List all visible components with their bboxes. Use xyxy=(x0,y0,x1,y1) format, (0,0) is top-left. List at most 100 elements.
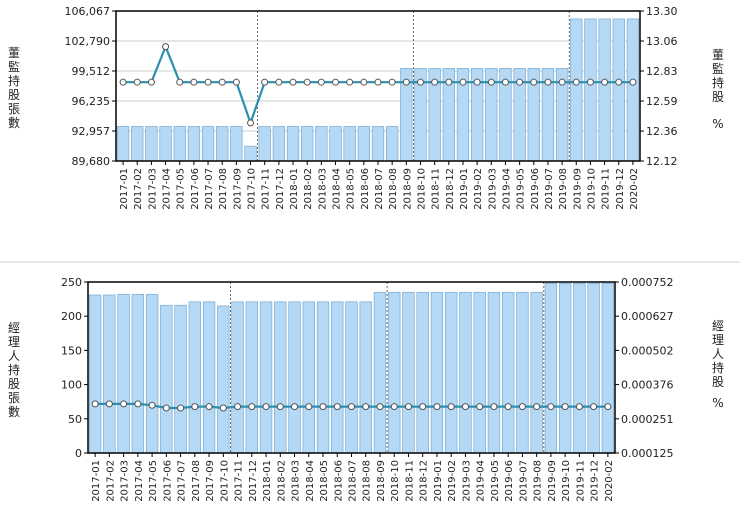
chart-panel-1: 89,680 92,957 96,235 99,512 102,790 106,067 12… xyxy=(8,5,724,210)
line-point xyxy=(518,403,526,411)
line-point xyxy=(232,78,240,86)
bar xyxy=(530,291,543,454)
line-point xyxy=(133,78,141,86)
bar xyxy=(103,294,116,454)
bar xyxy=(217,305,230,454)
x-tick-label: 2018-12 xyxy=(445,168,456,210)
bar xyxy=(386,126,399,162)
x-tick-label: 2017-09 xyxy=(232,168,243,210)
bar xyxy=(329,126,342,162)
x-tick-label: 2019-05 xyxy=(490,460,501,502)
x-tick-label: 2020-02 xyxy=(604,460,615,502)
x-tick-label: 2019-12 xyxy=(590,460,601,502)
line-point xyxy=(615,78,623,86)
x-tick-label: 2018-04 xyxy=(332,168,343,210)
bar xyxy=(116,126,130,162)
bar xyxy=(202,301,216,454)
bar xyxy=(201,126,215,162)
x-tick-label: 2017-08 xyxy=(218,168,229,210)
y-tick-label: 92,957 xyxy=(72,125,111,138)
line-point xyxy=(303,78,311,86)
bar xyxy=(516,291,529,454)
x-tick-label: 2017-05 xyxy=(148,460,159,502)
line-point xyxy=(445,78,453,86)
bar xyxy=(259,301,273,454)
x-tick-label: 2017-10 xyxy=(247,168,258,210)
line-point xyxy=(348,403,355,411)
line-point xyxy=(261,78,269,86)
y2-tick-label: 12.36 xyxy=(646,125,678,138)
line-point xyxy=(119,78,127,86)
x-tick-label: 2017-11 xyxy=(261,168,272,210)
bar xyxy=(131,293,145,454)
bar xyxy=(160,304,173,454)
x-tick-label: 2018-07 xyxy=(374,168,385,210)
line-point xyxy=(501,78,509,86)
line-point xyxy=(459,78,467,86)
x-tick-label: 2019-06 xyxy=(530,168,541,210)
bar xyxy=(245,301,258,454)
line-point xyxy=(289,78,297,86)
x-tick-label: 2018-03 xyxy=(317,168,328,210)
line-point xyxy=(604,403,612,411)
line-point xyxy=(404,403,412,411)
line-point xyxy=(473,78,481,86)
line-point xyxy=(147,78,155,86)
x-tick-label: 2019-11 xyxy=(575,460,586,502)
line-point xyxy=(91,400,99,408)
x-tick-label: 2017-04 xyxy=(134,460,145,502)
line-point xyxy=(575,403,583,411)
line-point xyxy=(346,78,354,86)
x-tick-label: 2017-06 xyxy=(162,460,173,502)
line-point xyxy=(447,403,455,411)
x-tick-label: 2019-03 xyxy=(487,168,498,210)
y2-tick-label: 0.000251 xyxy=(621,413,674,426)
line-point xyxy=(120,400,128,408)
line-point xyxy=(360,78,368,86)
x-tick-label: 2018-09 xyxy=(376,460,387,502)
line-point xyxy=(332,78,340,86)
x-tick-label: 2017-10 xyxy=(219,460,230,502)
x-tick-label: 2019-09 xyxy=(547,460,558,502)
x-tick-label: 2019-08 xyxy=(558,168,569,210)
line-point xyxy=(162,43,170,51)
line-point xyxy=(218,78,226,86)
bar xyxy=(216,126,229,162)
y-axis-title: 經理人持股張數 xyxy=(8,321,20,419)
line-point xyxy=(433,403,441,411)
x-tick-label: 2019-01 xyxy=(433,460,444,502)
bar xyxy=(301,126,314,162)
line-point xyxy=(148,401,156,409)
x-tick-label: 2019-10 xyxy=(561,460,572,502)
x-tick-label: 2018-12 xyxy=(419,460,430,502)
bar xyxy=(188,301,202,454)
line-point xyxy=(416,78,424,86)
bar xyxy=(230,126,243,162)
bar xyxy=(159,126,172,162)
line-point xyxy=(362,403,370,411)
line-point xyxy=(191,403,199,411)
bar xyxy=(331,301,344,454)
bar xyxy=(501,291,515,454)
y2-tick-label: 0.000376 xyxy=(621,379,674,392)
line-point xyxy=(533,403,541,411)
bar xyxy=(598,18,611,162)
x-tick-label: 2017-08 xyxy=(191,460,202,502)
x-tick-label: 2018-01 xyxy=(289,168,300,210)
bar xyxy=(173,126,186,162)
x-tick-label: 2019-02 xyxy=(473,168,484,210)
line-point xyxy=(162,404,170,412)
bar xyxy=(473,291,486,454)
x-tick-label: 2017-11 xyxy=(234,460,245,502)
x-tick-label: 2018-01 xyxy=(262,460,273,502)
bar xyxy=(373,291,387,454)
line-point xyxy=(504,403,512,411)
x-tick-label: 2017-03 xyxy=(147,168,158,210)
chart-panel-2: 0 50 100 150 200 250 0.000125 0.000251 0.000376 0… xyxy=(8,276,724,502)
bar xyxy=(612,18,625,162)
bar xyxy=(402,291,415,454)
x-tick-label: 2017-12 xyxy=(248,460,259,502)
y2-tick-label: 12.83 xyxy=(646,65,678,78)
x-tick-label: 2019-04 xyxy=(501,168,512,210)
bar xyxy=(587,283,600,454)
